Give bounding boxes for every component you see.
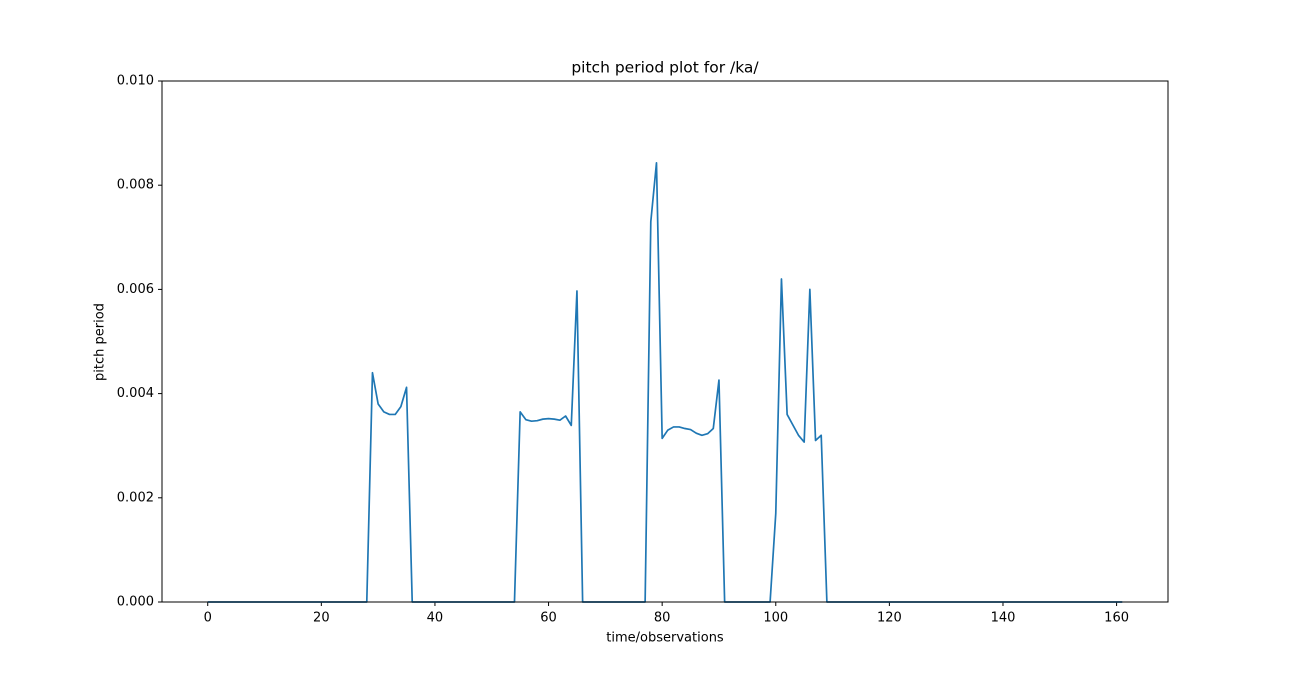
y-tick-label: 0.000: [117, 595, 154, 610]
y-tick-label: 0.002: [117, 490, 154, 505]
data-line: [207, 161, 1123, 603]
y-tick-label: 0.008: [117, 178, 154, 193]
y-tick-label: 0.006: [117, 282, 154, 297]
x-tick-label: 40: [427, 611, 444, 626]
y-axis-label: pitch period: [93, 303, 108, 381]
x-tick-label: 100: [763, 611, 788, 626]
x-tick-label: 160: [1104, 611, 1129, 626]
x-tick-label: 0: [204, 611, 212, 626]
chart-title: pitch period plot for /ka/: [571, 59, 759, 77]
x-tick-label: 120: [877, 611, 902, 626]
plot-frame: [161, 80, 1169, 603]
y-tick-label: 0.010: [117, 74, 154, 89]
x-tick-label: 60: [540, 611, 557, 626]
x-tick-label: 140: [991, 611, 1016, 626]
x-axis-label: time/observations: [606, 631, 724, 646]
x-tick-label: 20: [313, 611, 330, 626]
x-tick-label: 80: [654, 611, 671, 626]
y-tick-label: 0.004: [117, 386, 154, 401]
